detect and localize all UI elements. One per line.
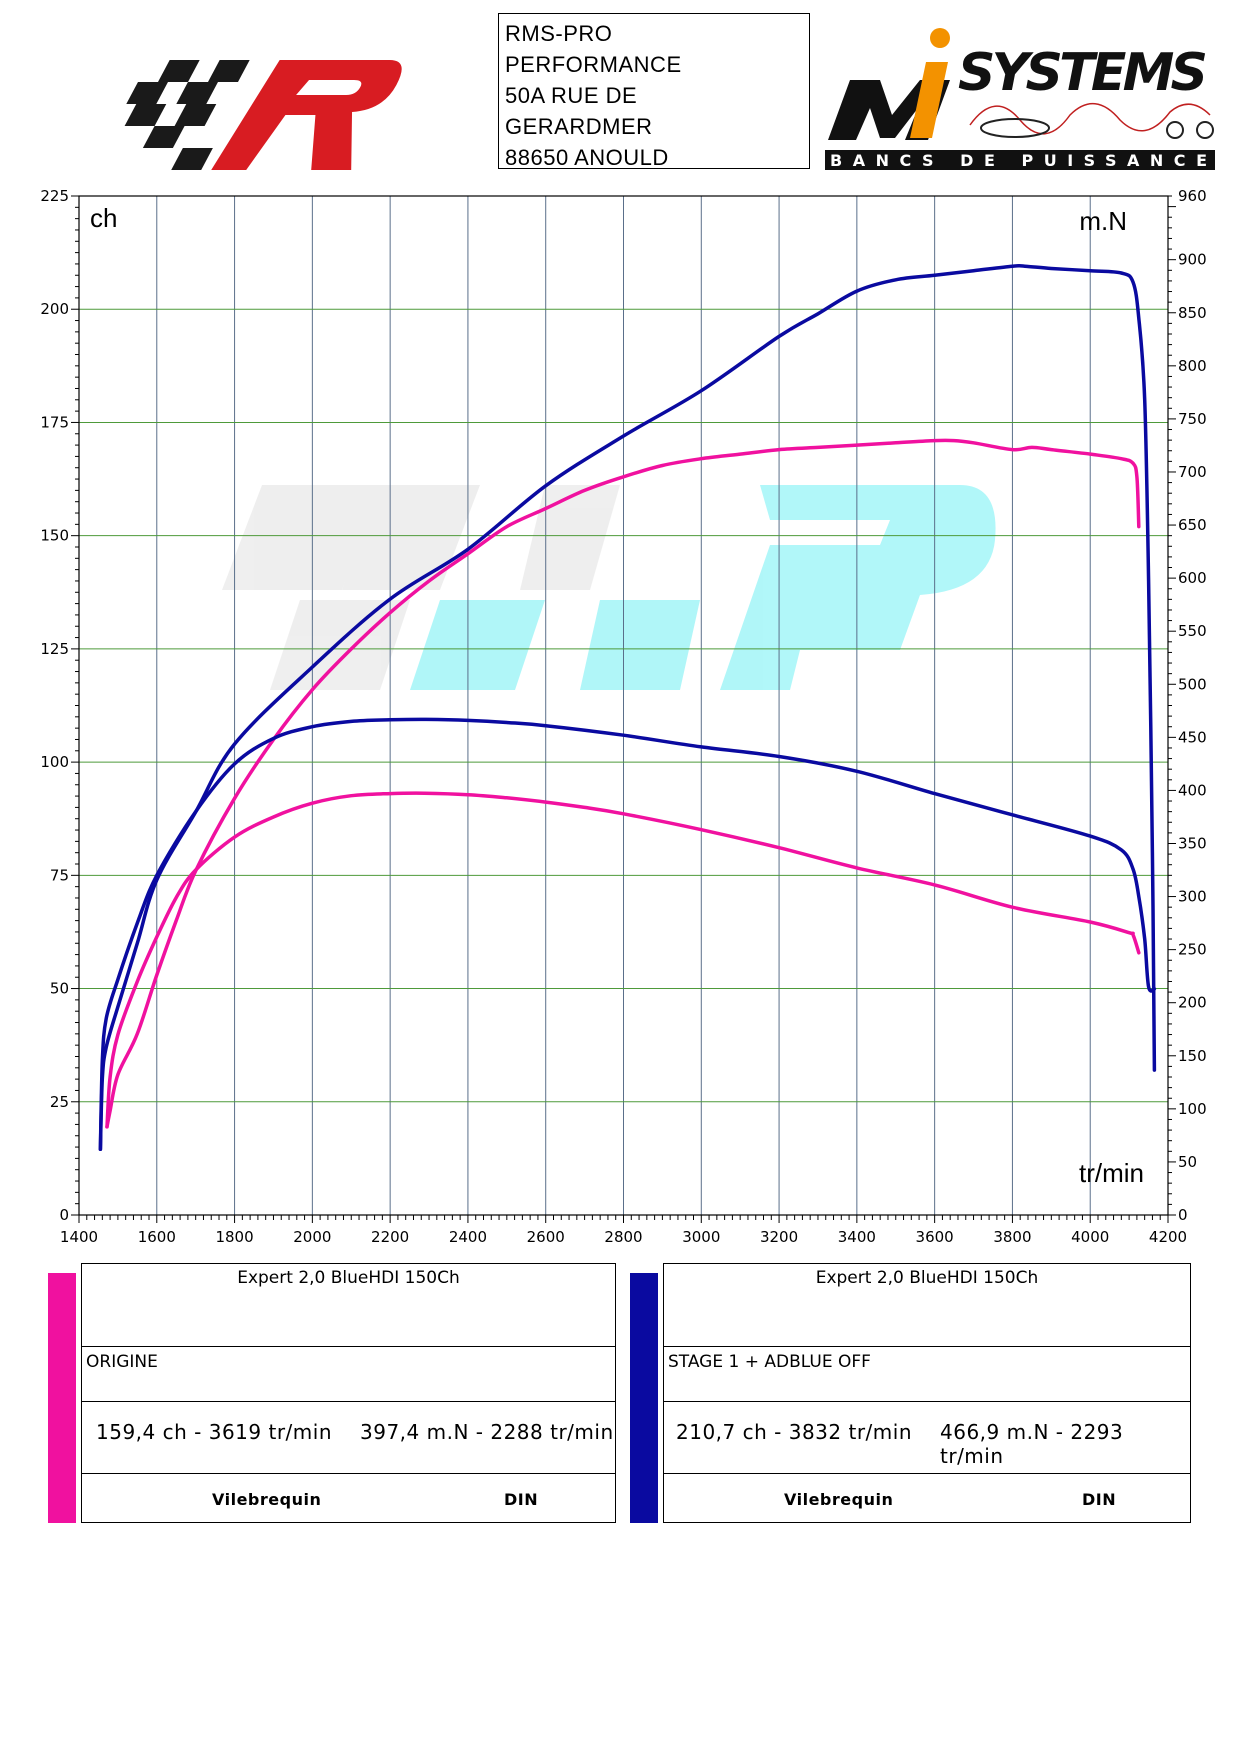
y-right-tick-label: 350 (1178, 834, 1207, 852)
y-left-tick-label: 75 (50, 866, 69, 884)
measure-type: Vilebrequin (784, 1490, 894, 1509)
chart-grid (79, 196, 1168, 1215)
legend-card-origine: Expert 2,0 BlueHDI 150Ch ORIGINE 159,4 c… (48, 1263, 616, 1523)
y-right-tick-label: 400 (1178, 781, 1207, 799)
y-right-tick-label: 0 (1178, 1206, 1188, 1224)
peak-values: 210,7 ch - 3832 tr/min 466,9 m.N - 2293 … (664, 1404, 1190, 1474)
norm: DIN (1082, 1490, 1117, 1509)
y-right-tick-label: 500 (1178, 675, 1207, 693)
chart-series (98, 263, 1157, 1152)
x-tick-label: 3000 (682, 1228, 720, 1246)
measure-type: Vilebrequin (212, 1490, 322, 1509)
x-tick-label: 2400 (449, 1228, 487, 1246)
vehicle-name: Expert 2,0 BlueHDI 150Ch (237, 1268, 460, 1288)
series-color-swatch (630, 1273, 658, 1523)
y-right-tick-label: 200 (1178, 994, 1207, 1012)
x-tick-label: 2000 (293, 1228, 331, 1246)
address-line: RMS-PRO (505, 21, 613, 46)
y-right-tick-label: 700 (1178, 463, 1207, 481)
legend-card-stage1: Expert 2,0 BlueHDI 150Ch STAGE 1 + ADBLU… (630, 1263, 1191, 1523)
y-right-tick-label: 900 (1178, 251, 1207, 269)
x-axis-label: tr/min (1079, 1158, 1144, 1188)
address-line: PERFORMANCE (505, 52, 682, 77)
y-right-tick-label: 960 (1178, 187, 1207, 205)
y-right-tick-label: 800 (1178, 357, 1207, 375)
y-right-axis-label: m.N (1079, 206, 1127, 236)
norm: DIN (504, 1490, 539, 1509)
x-tick-label: 4000 (1071, 1228, 1109, 1246)
y-right-tick-label: 100 (1178, 1100, 1207, 1118)
address-line: GERARDMER (505, 114, 653, 139)
y-right-tick-label: 850 (1178, 304, 1207, 322)
y-left-tick-label: 200 (40, 300, 69, 318)
y-left-axis-ticks: 0 25 50 75 100 125 150 175 200 225 (40, 187, 79, 1224)
y-right-tick-label: 550 (1178, 622, 1207, 640)
y-right-tick-label: 600 (1178, 569, 1207, 587)
x-tick-label: 3400 (838, 1228, 876, 1246)
torque-peak: 397,4 m.N - 2288 tr/min (360, 1420, 614, 1444)
x-tick-label: 1400 (60, 1228, 98, 1246)
y-right-tick-label: 150 (1178, 1047, 1207, 1065)
x-tick-label: 4200 (1149, 1228, 1187, 1246)
y-right-tick-label: 450 (1178, 728, 1207, 746)
dyno-chart: 1400 1600 1800 2000 2200 2400 2600 2800 3000 3200… (40, 187, 1207, 1246)
y-left-tick-label: 25 (50, 1093, 69, 1111)
y-right-axis-ticks: 0 50 100 150 200 250 300 350 400 450 500 550 600 650 7… (1168, 187, 1207, 1224)
y-left-tick-label: 0 (59, 1206, 69, 1224)
x-tick-label: 1600 (138, 1228, 176, 1246)
watermark-logo (222, 485, 996, 690)
measure-info: Vilebrequin DIN (82, 1476, 615, 1522)
x-tick-label: 3200 (760, 1228, 798, 1246)
x-tick-label: 2600 (527, 1228, 565, 1246)
y-right-tick-label: 650 (1178, 516, 1207, 534)
x-tick-label: 3600 (916, 1228, 954, 1246)
y-left-tick-label: 50 (50, 980, 69, 998)
measure-info: Vilebrequin DIN (664, 1476, 1190, 1522)
x-tick-label: 2200 (371, 1228, 409, 1246)
y-right-tick-label: 250 (1178, 941, 1207, 959)
misystems-logo: SYSTEMS BANCS DE PUISSANCE (825, 28, 1215, 170)
y-left-tick-label: 100 (40, 753, 69, 771)
peak-values: 159,4 ch - 3619 tr/min 397,4 m.N - 2288 … (82, 1404, 615, 1474)
x-tick-label: 3800 (993, 1228, 1031, 1246)
stage1-power-line (98, 263, 1157, 1152)
y-right-tick-label: 50 (1178, 1153, 1197, 1171)
brand-logo-text: SYSTEMS (958, 43, 1208, 103)
power-peak: 159,4 ch - 3619 tr/min (96, 1420, 332, 1444)
y-left-tick-label: 125 (40, 640, 69, 658)
config-name: STAGE 1 + ADBLUE OFF (664, 1346, 1190, 1402)
dyno-address: RMS-PRO PERFORMANCE 50A RUE DE GERARDMER… (498, 13, 810, 170)
origine-torque-line (105, 791, 1141, 1129)
y-left-tick-label: 225 (40, 187, 69, 205)
y-left-axis-label: ch (90, 203, 117, 233)
x-tick-label: 2800 (604, 1228, 642, 1246)
address-line: 88650 ANOULD (505, 145, 669, 170)
address-line: 50A RUE DE (505, 83, 638, 108)
legend-card-box: Expert 2,0 BlueHDI 150Ch STAGE 1 + ADBLU… (663, 1263, 1191, 1523)
series-color-swatch (48, 1273, 76, 1523)
vehicle-name: Expert 2,0 BlueHDI 150Ch (815, 1268, 1039, 1288)
x-tick-label: 1800 (215, 1228, 253, 1246)
legend-card-box: Expert 2,0 BlueHDI 150Ch ORIGINE 159,4 c… (81, 1263, 616, 1523)
x-axis-ticks: 1400 1600 1800 2000 2200 2400 2600 2800 3000 3200… (60, 1215, 1187, 1246)
y-left-tick-label: 150 (40, 527, 69, 545)
power-peak: 210,7 ch - 3832 tr/min (676, 1420, 912, 1444)
y-left-tick-label: 175 (40, 413, 69, 431)
stage1-torque-line (98, 717, 1157, 1151)
config-name: ORIGINE (82, 1346, 615, 1402)
y-right-tick-label: 300 (1178, 888, 1207, 906)
torque-peak: 466,9 m.N - 2293 tr/min (940, 1420, 1124, 1468)
y-right-tick-label: 750 (1178, 410, 1207, 428)
rms-logo (124, 60, 402, 170)
